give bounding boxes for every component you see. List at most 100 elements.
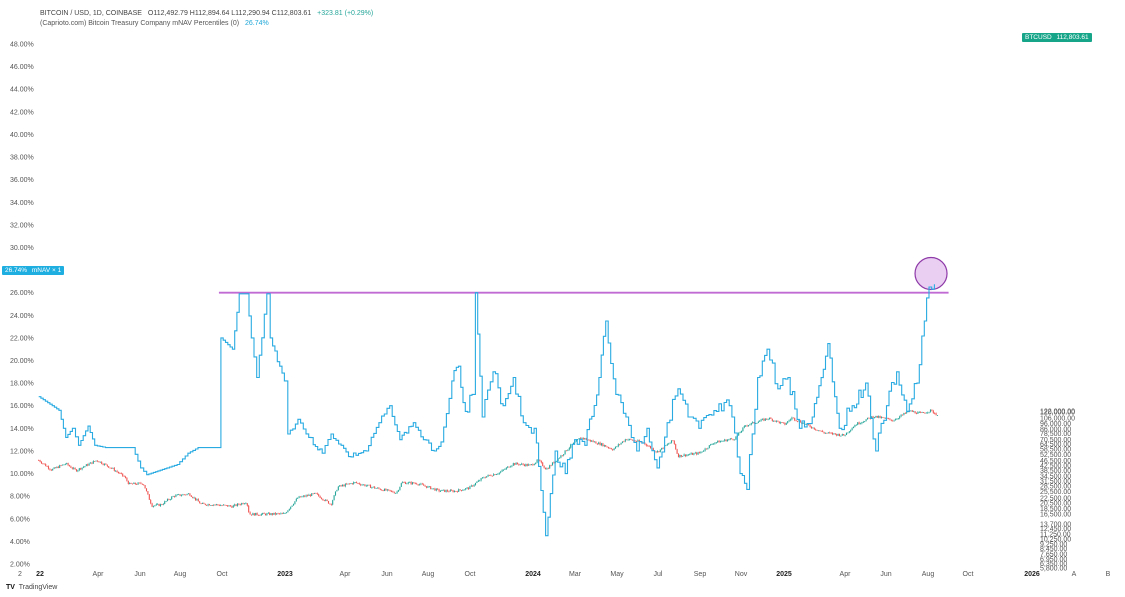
candle-body: [50, 469, 52, 471]
candle-body: [760, 419, 762, 421]
candle-body: [84, 466, 86, 467]
candle-body: [283, 513, 285, 514]
candle-body: [463, 489, 465, 491]
candle-body: [187, 493, 190, 495]
candle-body: [358, 483, 360, 485]
candle-body: [306, 495, 309, 497]
x-tick-label: 2: [18, 571, 22, 578]
candle-body: [897, 418, 899, 420]
candle-body: [291, 505, 293, 507]
candle-body: [882, 417, 884, 418]
candle-body: [648, 445, 650, 447]
candle-body: [610, 448, 612, 450]
annotations: [218, 256, 949, 294]
x-tick-label: May: [610, 571, 624, 578]
candle-body: [795, 420, 797, 422]
x-tick-label: Apr: [93, 571, 105, 578]
candle-body: [829, 432, 831, 434]
candle-body: [280, 513, 282, 515]
candle-body: [600, 443, 603, 446]
candle-body: [857, 422, 859, 425]
candle-body: [861, 422, 863, 424]
candle-body: [467, 487, 470, 490]
candle-body: [458, 489, 460, 492]
candle-body: [399, 486, 401, 491]
candle-body: [176, 494, 178, 496]
candle-body: [284, 513, 286, 514]
candle-body: [635, 441, 638, 442]
candle-body: [343, 484, 345, 487]
candle-body: [385, 488, 387, 491]
right-tick-label: 34,500.00: [1040, 474, 1071, 481]
left-tick-label: 6.00%: [10, 516, 30, 523]
tradingview-brand[interactable]: TV TradingView: [6, 584, 57, 591]
right-tick-label: 10,250.00: [1040, 536, 1071, 543]
candle-body: [691, 453, 694, 455]
legend-line-indicator[interactable]: (Caprioto.com) Bitcoin Treasury Company …: [40, 19, 373, 29]
left-tick-label: 24.00%: [10, 313, 34, 320]
candle-body: [560, 455, 562, 458]
candle-body: [809, 425, 811, 427]
candle-body: [845, 432, 848, 436]
candle-body: [113, 467, 115, 471]
candle-body: [521, 463, 523, 465]
left-tick-label: 46.00%: [10, 64, 34, 71]
candle-body: [395, 492, 397, 494]
candle-body: [264, 513, 267, 516]
candle-body: [420, 483, 422, 485]
candle-body: [833, 433, 835, 435]
candle-body: [890, 419, 892, 421]
candle-body: [39, 460, 41, 462]
right-tick-label: 96,000.00: [1040, 421, 1071, 428]
candle-body: [785, 423, 787, 425]
candle-body: [876, 415, 878, 418]
candle-body: [453, 490, 456, 493]
candle-body: [148, 494, 150, 500]
candle-body: [673, 440, 675, 445]
candle-body: [672, 440, 674, 442]
candle-body: [273, 512, 275, 515]
candle-body: [375, 488, 377, 489]
candle-body: [873, 417, 876, 419]
candle-body: [591, 440, 593, 442]
candle-body: [757, 421, 759, 424]
candle-body: [71, 467, 73, 469]
candle-body: [704, 448, 706, 451]
candle-body: [900, 414, 902, 417]
x-axis-ticks: 2 22 Apr Jun Aug Oct 2023 Apr Jun Aug Oct 2024 Mar Ma…: [18, 571, 1111, 578]
candle-body: [154, 505, 156, 507]
candle-body: [63, 464, 65, 466]
candle-body: [488, 474, 491, 476]
candle-body: [277, 513, 279, 515]
candle-body: [928, 411, 930, 413]
x-tick-label: Jun: [880, 571, 891, 578]
candle-body: [166, 499, 169, 501]
candle-body: [518, 464, 520, 465]
candle-body: [598, 442, 600, 445]
candle-body: [669, 442, 671, 444]
candle-body: [791, 417, 793, 420]
candle-body: [789, 419, 792, 421]
candle-body: [172, 496, 174, 497]
candle-body: [731, 438, 733, 440]
candle-body: [915, 413, 918, 415]
x-tick-label: Oct: [465, 571, 476, 578]
candle-body: [624, 439, 626, 442]
candle-body: [914, 411, 916, 414]
candle-body: [133, 482, 135, 484]
candle-body: [756, 423, 758, 424]
candle-body: [883, 417, 885, 419]
candle-body: [690, 453, 692, 455]
candle-body: [78, 468, 80, 471]
candle-body: [544, 467, 547, 470]
candle-body: [619, 444, 621, 446]
right-tick-label: 12,450.00: [1040, 526, 1071, 533]
candle-body: [425, 486, 428, 488]
candle-body: [893, 420, 895, 422]
candle-body: [122, 473, 124, 476]
x-tick-label: Aug: [174, 571, 187, 578]
left-tick-label: 14.00%: [10, 426, 34, 433]
candle-body: [658, 451, 660, 452]
candle-body: [101, 461, 103, 464]
